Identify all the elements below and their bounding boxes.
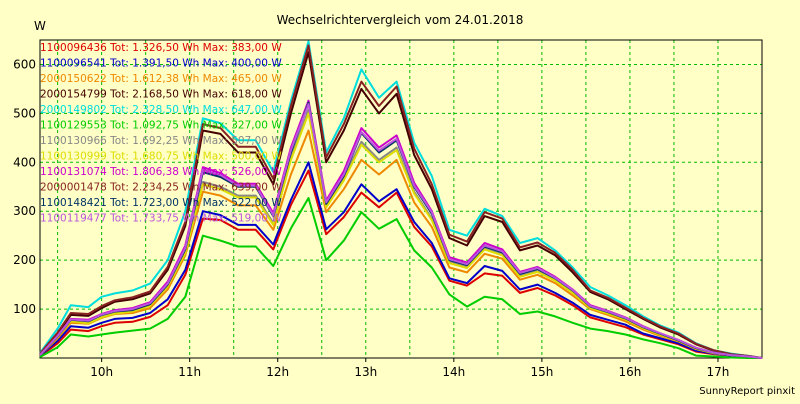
legend-entry-3: 2000154799 Tot: 2.168,50 Wh Max: 618,00 … [40,89,282,101]
legend-entry-4: 2000149802 Tot: 2.328,50 Wh Max: 647,00 … [40,104,282,116]
y-tick-label: 500 [13,106,36,120]
series-line-2 [39,129,763,359]
axes: 100 200 300 400 500 600 10h 11h 12h 13h 14h 15h 16h 1… [13,57,729,379]
x-tick-label: 10h [90,365,113,379]
series-lines [39,40,763,359]
y-tick-label: 400 [13,155,36,169]
legend-entry-11: 1100119477 Tot: 1.733,75 Wh Max: 519,00 … [40,213,282,225]
footer-credit: SunnyReport pinxit [699,386,795,397]
y-axis-label: W [34,19,46,33]
legend-entry-9: 2000001478 Tot: 2.234,25 Wh Max: 639,00 … [40,182,282,194]
series-line-11 [39,103,763,359]
legend-entry-10: 1100148421 Tot: 1.723,00 Wh Max: 522,00 … [40,197,282,209]
x-tick-label: 14h [442,365,465,379]
legend-entry-0: 1100096436 Tot: 1.326,50 Wh Max: 383,00 … [40,42,282,54]
legend-entry-5: 1100129553 Tot: 1.092,75 Wh Max: 327,00 … [40,120,282,132]
x-tick-label: 11h [178,365,201,379]
x-tick-label: 13h [354,365,377,379]
legend-entry-7: 1100130999 Tot: 1.680,75 Wh Max: 500,00 … [40,151,282,163]
y-tick-label: 200 [13,253,36,267]
x-tick-label: 12h [266,365,289,379]
y-tick-label: 600 [13,57,36,71]
legend-entry-6: 1100130966 Tot: 1.692,25 Wh Max: 507,00 … [40,135,282,147]
legend-entry-8: 1100131074 Tot: 1.806,38 Wh Max: 526,00 … [40,166,282,178]
chart-title: Wechselrichtervergleich vom 24.01.2018 [277,13,524,27]
series-line-5 [39,197,762,359]
y-tick-label: 100 [13,302,36,316]
x-tick-label: 17h [707,365,730,379]
series-line-1 [39,161,763,359]
legend: 1100096436 Tot: 1.326,50 Wh Max: 383,00 … [40,42,282,225]
series-line-9 [39,44,763,359]
legend-entry-2: 2000150622 Tot: 1.612,38 Wh Max: 465,00 … [40,73,282,85]
y-tick-label: 300 [13,204,36,218]
series-line-4 [39,40,763,359]
x-tick-label: 16h [618,365,641,379]
x-tick-label: 15h [530,365,553,379]
legend-entry-1: 1100096541 Tot: 1.391,50 Wh Max: 400,00 … [40,58,282,70]
plot-frame [39,39,763,359]
